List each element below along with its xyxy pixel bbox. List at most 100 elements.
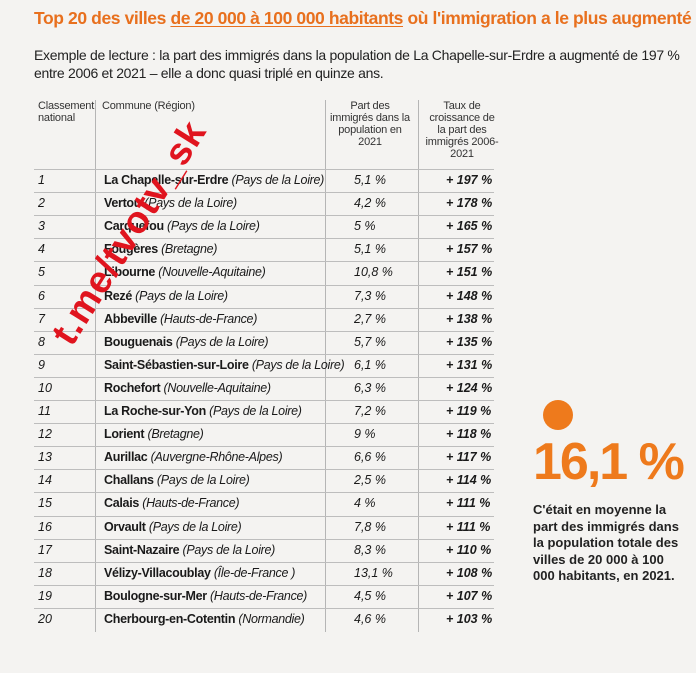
- commune-name: La Roche-sur-Yon: [104, 404, 206, 418]
- commune-cell: Saint-Sébastien-sur-Loire (Pays de la Lo…: [104, 354, 345, 377]
- share-cell: 9 %: [354, 427, 376, 442]
- region-name: (Hauts-de-France): [210, 588, 308, 603]
- region-name: (Pays de la Loire): [167, 219, 260, 234]
- commune-cell: La Roche-sur-Yon (Pays de la Loire): [104, 400, 302, 423]
- row-divider: [34, 607, 494, 609]
- commune-cell: Saint-Nazaire (Pays de la Loire): [104, 539, 275, 562]
- commune-name: Bouguenais: [104, 334, 173, 349]
- table-row: 11 La Roche-sur-Yon (Pays de la Loire) 7,2…: [34, 400, 494, 423]
- rank-cell: 11: [38, 404, 51, 418]
- growth-cell: + 118 %: [446, 427, 492, 442]
- share-cell: 2,7 %: [354, 311, 386, 326]
- column-divider: [325, 100, 326, 632]
- commune-cell: Abbeville (Hauts-de-France): [104, 308, 257, 331]
- commune-cell: Rezé (Pays de la Loire): [104, 285, 228, 308]
- growth-cell: + 108 %: [446, 565, 493, 580]
- growth-cell: + 117 %: [446, 450, 492, 465]
- commune-name: Carquefou: [104, 219, 164, 234]
- rank-cell: 9: [38, 357, 45, 372]
- commune-cell: Vélizy-Villacoublay (Île-de-France ): [104, 562, 295, 585]
- commune-name: Vertou: [104, 196, 142, 211]
- commune-cell: Calais (Hauts-de-France): [104, 492, 240, 515]
- growth-cell: + 148 %: [446, 288, 493, 303]
- region-name: (Pays de la Loire): [182, 542, 276, 557]
- region-name: (Pays de la Loire): [135, 288, 228, 303]
- rank-cell: 2: [38, 196, 45, 211]
- share-cell: 8,3 %: [354, 542, 386, 557]
- table-row: 19 Boulogne-sur-Mer (Hauts-de-France) 4,5 …: [34, 585, 494, 608]
- share-cell: 5,1 %: [354, 173, 386, 187]
- table-row: 20 Cherbourg-en-Cotentin (Normandie) 4,6 %…: [34, 608, 494, 631]
- rank-cell: 4: [38, 242, 45, 257]
- rank-cell: 18: [38, 565, 52, 580]
- share-cell: 2,5 %: [354, 473, 386, 488]
- reading-example: Exemple de lecture : la part des immigré…: [34, 47, 680, 81]
- table-row: 1 La Chapelle-sur-Erdre (Pays de la Loire…: [34, 169, 494, 192]
- table-row: 14 Challans (Pays de la Loire) 2,5 % + 114 …: [34, 469, 494, 492]
- region-name: (Hauts-de-France): [142, 496, 240, 511]
- table-row: 6 Rezé (Pays de la Loire) 7,3 % + 148 %: [34, 285, 494, 308]
- region-name: (Pays de la Loire): [144, 196, 237, 211]
- header-rank: Classement national: [38, 100, 95, 124]
- growth-cell: + 114 %: [446, 473, 492, 488]
- commune-cell: Libourne (Nouvelle-Aquitaine): [104, 261, 266, 284]
- rank-cell: 13: [38, 450, 52, 465]
- share-cell: 7,8 %: [354, 519, 386, 534]
- share-cell: 6,1 %: [354, 357, 386, 372]
- region-name: (Nouvelle-Aquitaine): [158, 265, 266, 280]
- row-divider: [34, 215, 494, 217]
- commune-cell: Bouguenais (Pays de la Loire): [104, 331, 269, 354]
- region-name: (Normandie): [238, 611, 305, 626]
- rank-cell: 8: [38, 334, 45, 349]
- row-divider: [34, 561, 494, 563]
- region-name: (Nouvelle-Aquitaine): [163, 380, 272, 395]
- title-part-1: Top 20 des villes: [34, 8, 171, 28]
- row-divider: [34, 446, 494, 448]
- share-cell: 5 %: [354, 219, 376, 234]
- share-cell: 4 %: [354, 496, 376, 511]
- commune-name: La Chapelle-sur-Erdre: [104, 173, 229, 187]
- commune-cell: Cherbourg-en-Cotentin (Normandie): [104, 608, 305, 631]
- region-name: (Bretagne): [161, 242, 218, 257]
- row-divider: [34, 330, 494, 332]
- commune-cell: Carquefou (Pays de la Loire): [104, 215, 260, 238]
- share-cell: 4,5 %: [354, 588, 386, 603]
- share-cell: 6,3 %: [354, 380, 386, 395]
- region-name: (Auvergne-Rhône-Alpes): [150, 450, 283, 465]
- rank-cell: 7: [38, 311, 45, 326]
- commune-name: Aurillac: [104, 450, 148, 465]
- row-divider: [34, 261, 494, 263]
- rank-cell: 6: [38, 288, 45, 303]
- commune-cell: Rochefort (Nouvelle-Aquitaine): [104, 377, 271, 400]
- region-name: (Pays de la Loire): [148, 519, 242, 534]
- column-divider: [418, 100, 419, 632]
- commune-name: Vélizy-Villacoublay: [104, 565, 211, 580]
- header-commune: Commune (Région): [102, 100, 195, 112]
- growth-cell: + 103 %: [446, 611, 493, 626]
- commune-name: Saint-Nazaire: [104, 542, 180, 557]
- table-row: 12 Lorient (Bretagne) 9 % + 118 %: [34, 423, 494, 446]
- table-row: 4 Fougères (Bretagne) 5,1 % + 157 %: [34, 238, 494, 261]
- growth-cell: + 165 %: [446, 219, 493, 234]
- share-cell: 13,1 %: [354, 565, 393, 580]
- commune-name: Challans: [104, 473, 154, 488]
- title-part-3: où l'immigration a le plus augmenté: [403, 8, 692, 28]
- region-name: (Pays de la Loire): [175, 334, 269, 349]
- row-divider: [34, 584, 494, 586]
- growth-cell: + 135 %: [446, 334, 493, 349]
- rank-cell: 14: [38, 473, 52, 488]
- table-row: 18 Vélizy-Villacoublay (Île-de-France ) 13…: [34, 562, 494, 585]
- region-name: (Île-de-France ): [213, 565, 296, 580]
- rank-cell: 12: [38, 427, 52, 442]
- commune-name: Calais: [104, 496, 140, 511]
- region-name: (Pays de la Loire): [231, 173, 325, 187]
- share-cell: 5,1 %: [354, 242, 386, 257]
- share-cell: 10,8 %: [354, 265, 393, 280]
- rank-cell: 3: [38, 219, 45, 234]
- row-divider: [34, 515, 494, 517]
- table-row: 10 Rochefort (Nouvelle-Aquitaine) 6,3 % + 1…: [34, 377, 494, 400]
- table-row: 13 Aurillac (Auvergne-Rhône-Alpes) 6,6 % + …: [34, 446, 494, 469]
- table-row: 17 Saint-Nazaire (Pays de la Loire) 8,3 % +…: [34, 539, 494, 562]
- commune-cell: Vertou (Pays de la Loire): [104, 192, 237, 215]
- growth-cell: + 107 %: [446, 588, 493, 603]
